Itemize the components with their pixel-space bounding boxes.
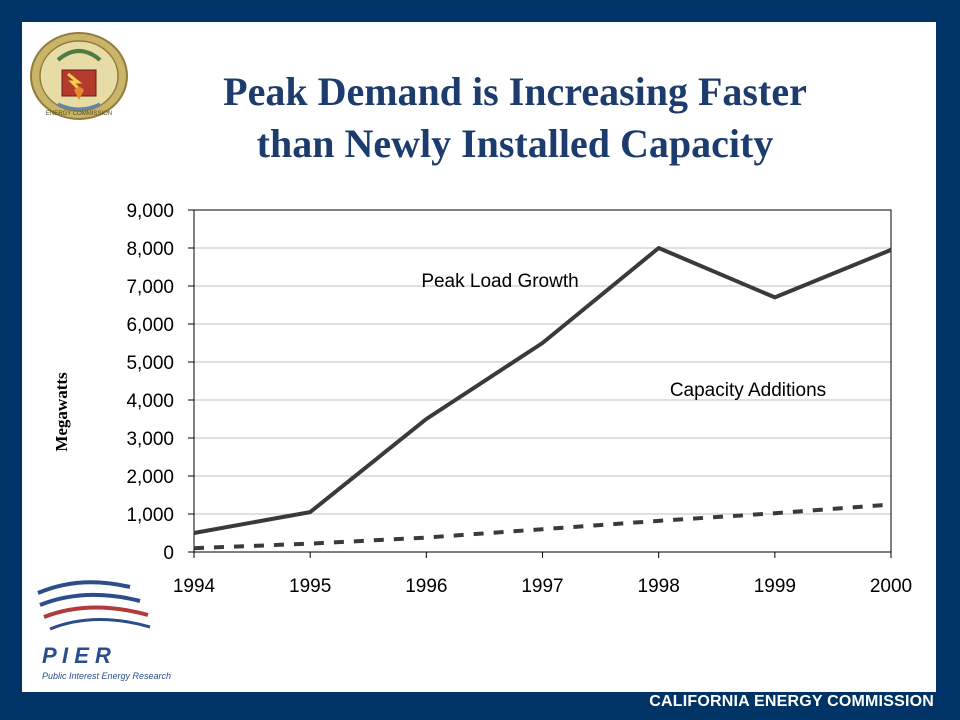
y-tick-label: 0 xyxy=(163,543,174,564)
y-tick-label: 3,000 xyxy=(126,429,174,450)
slide-panel xyxy=(22,22,936,692)
series-line-peak-load-growth xyxy=(193,246,892,535)
footer-commission-name: CALIFORNIA ENERGY COMMISSION xyxy=(649,693,934,710)
series-line-capacity-additions xyxy=(193,502,892,551)
y-tick-label: 8,000 xyxy=(126,239,174,260)
x-tick-label: 2000 xyxy=(870,576,912,597)
annotation-peak-load-growth: Peak Load Growth xyxy=(421,271,578,292)
y-tick-label: 1,000 xyxy=(126,505,174,526)
y-tick-label: 7,000 xyxy=(126,277,174,298)
x-tick-label: 1994 xyxy=(173,576,216,597)
annotation-capacity-additions: Capacity Additions xyxy=(670,380,826,401)
x-tick-label: 1999 xyxy=(754,576,796,597)
slide-title: Peak Demand is Increasing Faster than Ne… xyxy=(150,66,880,170)
pier-tagline: Public Interest Energy Research xyxy=(42,671,171,681)
title-line-1: Peak Demand is Increasing Faster xyxy=(223,69,807,114)
y-tick-label: 2,000 xyxy=(126,467,174,488)
seal-text: ENERGY COMMISSION xyxy=(46,111,112,117)
title-line-2: than Newly Installed Capacity xyxy=(256,121,774,166)
pier-logo-icon: P I E R Public Interest Energy Research xyxy=(37,580,171,681)
y-tick-label: 6,000 xyxy=(126,315,174,336)
x-tick-label: 1995 xyxy=(289,576,331,597)
x-tick-label: 1998 xyxy=(638,576,680,597)
pier-logo-text: P I E R xyxy=(42,643,111,668)
energy-commission-seal-icon: ENERGY COMMISSION xyxy=(30,32,128,120)
x-tick-label: 1997 xyxy=(521,576,563,597)
y-tick-label: 5,000 xyxy=(126,353,174,374)
y-tick-label: 4,000 xyxy=(126,391,174,412)
x-tick-label: 1996 xyxy=(405,576,447,597)
y-tick-label: 9,000 xyxy=(126,201,174,222)
